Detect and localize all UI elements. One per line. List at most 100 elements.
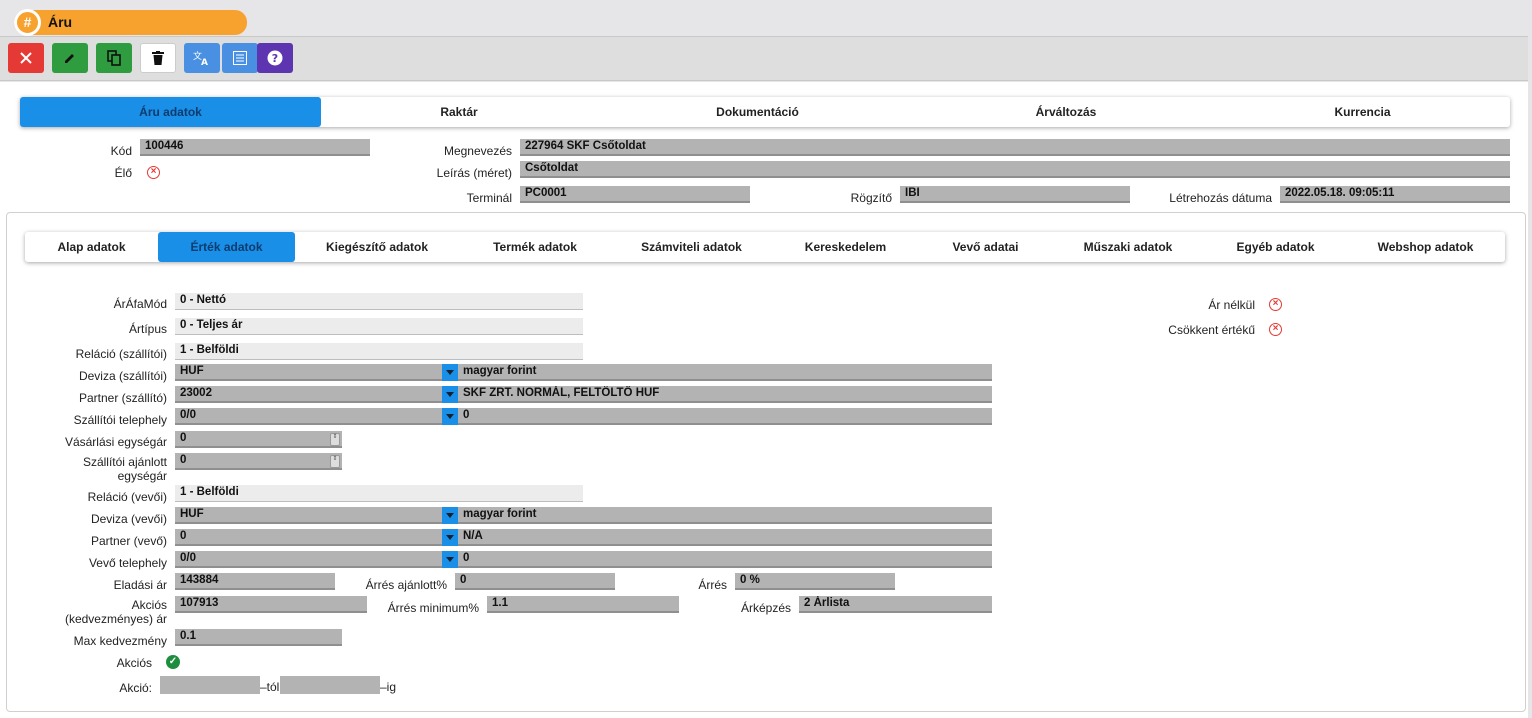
ar-nelkul-status-icon[interactable]: × (1269, 298, 1282, 311)
main-tabbar: Áru adatok Raktár Dokumentáció Árváltozá… (20, 97, 1510, 127)
akcios-check-icon[interactable]: ✓ (166, 655, 180, 669)
partner-vevo-desc: N/A (458, 529, 992, 546)
tab-alap-adatok[interactable]: Alap adatok (57, 240, 126, 254)
arres-minimum-field[interactable]: 1.1 (487, 596, 679, 613)
arkepzes-label: Árképzés (740, 601, 791, 615)
leiras-label: Leírás (méret) (436, 166, 512, 180)
vevo-telephely-label: Vevő telephely (88, 556, 167, 570)
partner-vevo-field[interactable]: 0 (175, 529, 443, 546)
copy-button[interactable] (96, 43, 132, 73)
window-title: Áru (48, 14, 73, 30)
tab-dokumentacio[interactable]: Dokumentáció (716, 105, 799, 119)
terminal-field[interactable]: PC0001 (520, 186, 750, 203)
relacio-szallitoi-field[interactable]: 1 - Belföldi (175, 343, 583, 360)
tab-muszaki-adatok[interactable]: Műszaki adatok (1083, 240, 1173, 254)
deviza-szallitoi-dropdown[interactable] (442, 364, 458, 381)
szallitoi-ajanlott-field[interactable]: 0 (175, 453, 342, 470)
close-button[interactable] (8, 43, 44, 73)
help-button[interactable]: ? (257, 43, 293, 73)
translate-icon: 文A (193, 50, 208, 66)
rogzito-field[interactable]: IBI (900, 186, 1130, 203)
svg-text:?: ? (272, 52, 278, 65)
deviza-vevoi-desc: magyar forint (458, 507, 992, 524)
megnevezes-field[interactable]: 227964 SKF Csőtoldat (520, 139, 1510, 156)
delete-button[interactable] (140, 43, 176, 73)
letrehozas-field[interactable]: 2022.05.18. 09:05:11 (1280, 186, 1510, 203)
akcios-ar-field[interactable]: 107913 (175, 596, 367, 613)
tab-arvaltozas[interactable]: Árváltozás (1035, 105, 1097, 119)
relacio-vevoi-field[interactable]: 1 - Belföldi (175, 485, 583, 502)
deviza-vevoi-dropdown[interactable] (442, 507, 458, 524)
rogzito-label: Rögzítő (850, 191, 892, 205)
trash-icon (152, 51, 164, 65)
tab-webshop-adatok[interactable]: Webshop adatok (1377, 240, 1474, 254)
szallitoi-telephely-field[interactable]: 0/0 (175, 408, 443, 425)
tab-raktar[interactable]: Raktár (440, 105, 478, 119)
artipus-label: Ártípus (128, 322, 167, 336)
megnevezes-label: Megnevezés (443, 144, 512, 158)
vevo-telephely-dropdown[interactable] (442, 551, 458, 568)
tab-kurrencia[interactable]: Kurrencia (1334, 105, 1391, 119)
szallitoi-ajanlott-label-2: egységár (117, 469, 167, 483)
partner-vevo-dropdown[interactable] (442, 529, 458, 546)
arres-field[interactable]: 0 % (735, 573, 895, 590)
szallitoi-ajanlott-stepper-icon[interactable]: ⇕ (330, 455, 340, 468)
kod-field[interactable]: 100446 (140, 139, 370, 156)
szallitoi-telephely-desc: 0 (458, 408, 992, 425)
akcios-ar-label-2: (kedvezményes) ár (64, 612, 167, 626)
deviza-szallitoi-field[interactable]: HUF (175, 364, 443, 381)
partner-szallito-dropdown[interactable] (442, 386, 458, 403)
close-icon (20, 52, 32, 64)
tab-egyeb-adatok[interactable]: Egyéb adatok (1236, 240, 1315, 254)
akcio-from-date[interactable] (160, 676, 260, 694)
elo-status-icon[interactable]: × (147, 166, 160, 179)
arres-ajanlott-field[interactable]: 0 (455, 573, 615, 590)
arres-label: Árrés (698, 578, 727, 592)
window-titlebar (14, 10, 247, 35)
vevo-telephely-field[interactable]: 0/0 (175, 551, 443, 568)
akcio-to-date[interactable] (280, 676, 380, 694)
akcio-label: Akció: (119, 681, 152, 695)
copy-icon (107, 50, 121, 66)
vasarlasi-egysegar-field[interactable]: 0 (175, 431, 342, 448)
leiras-field[interactable]: Csőtoldat (520, 161, 1510, 178)
szallitoi-telephely-dropdown[interactable] (442, 408, 458, 425)
tab-kereskedelem[interactable]: Kereskedelem (804, 240, 887, 254)
tab-vevo-adatai[interactable]: Vevő adatai (952, 240, 1019, 254)
svg-text:文: 文 (193, 50, 202, 62)
vasarlasi-egysegar-label: Vásárlási egységár (64, 435, 167, 449)
partner-szallito-field[interactable]: 23002 (175, 386, 443, 403)
tab-termek-adatok[interactable]: Termék adatok (493, 240, 577, 254)
max-kedvezmeny-label: Max kedvezmény (73, 634, 167, 648)
artipus-field[interactable]: 0 - Teljes ár (175, 318, 583, 335)
arafamod-label: ÁrÁfaMód (113, 297, 167, 311)
list-icon (233, 51, 247, 65)
sub-tabbar: Alap adatok Érték adatok Kiegészítő adat… (25, 232, 1505, 262)
tab-ertek-adatok[interactable]: Érték adatok (158, 232, 295, 262)
deviza-szallitoi-label: Deviza (szállítói) (78, 369, 167, 383)
terminal-label: Terminál (466, 191, 512, 205)
list-button[interactable] (222, 43, 258, 73)
arkepzes-field[interactable]: 2 Árlista (799, 596, 992, 613)
eladasi-ar-field[interactable]: 143884 (175, 573, 335, 590)
vevo-telephely-desc: 0 (458, 551, 992, 568)
hash-icon: # (14, 9, 41, 36)
csokkent-erteku-status-icon[interactable]: × (1269, 323, 1282, 336)
partner-szallito-label: Partner (szállító) (78, 391, 167, 405)
ar-nelkul-label: Ár nélkül (1208, 298, 1255, 312)
tab-kiegeszito-adatok[interactable]: Kiegészítő adatok (325, 240, 429, 254)
arafamod-field[interactable]: 0 - Nettó (175, 293, 583, 310)
akcios-ar-label-1: Akciós (131, 598, 167, 612)
tab-szamviteli-adatok[interactable]: Számviteli adatok (641, 240, 742, 254)
edit-button[interactable] (52, 43, 88, 73)
tab-aru-adatok[interactable]: Áru adatok (20, 97, 321, 127)
vasarlasi-stepper-icon[interactable]: ⇕ (330, 433, 340, 446)
deviza-szallitoi-desc: magyar forint (458, 364, 992, 381)
kod-label: Kód (110, 144, 132, 158)
max-kedvezmeny-field[interactable]: 0.1 (175, 629, 342, 646)
partner-szallito-desc: SKF ZRT. NORMÁL, FELTÖLTŐ HUF (458, 386, 992, 403)
letrehozas-label: Létrehozás dátuma (1169, 191, 1272, 205)
deviza-vevoi-field[interactable]: HUF (175, 507, 443, 524)
